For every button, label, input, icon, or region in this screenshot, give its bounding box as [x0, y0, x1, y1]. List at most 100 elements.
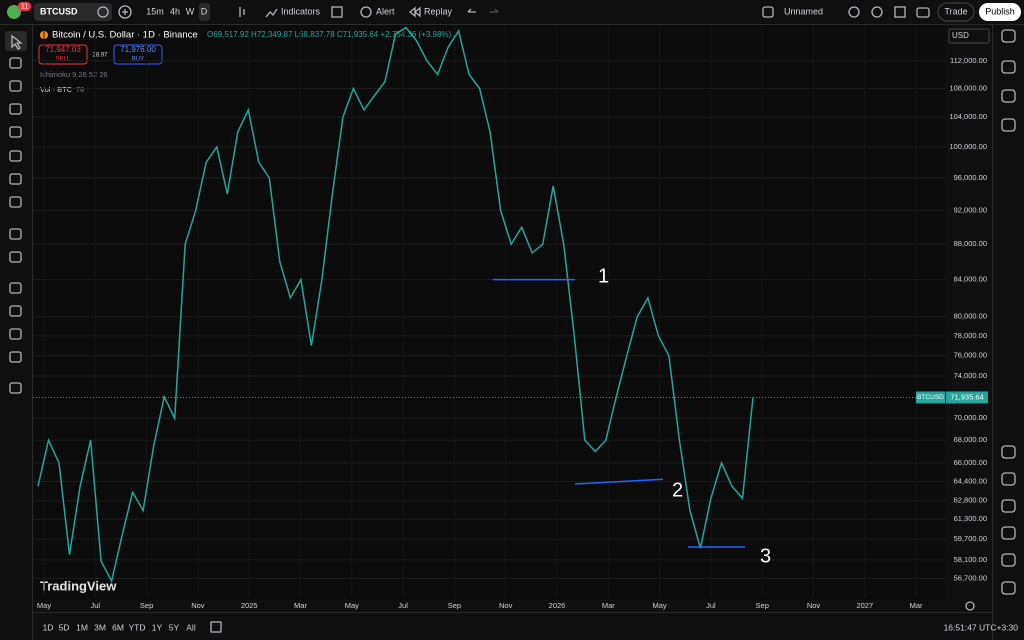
alert-icon[interactable]	[360, 6, 372, 18]
add-symbol[interactable]	[118, 5, 132, 19]
y-tick-label: 70,000.00	[954, 413, 987, 422]
sell-button[interactable]	[38, 44, 88, 65]
range-button[interactable]: 5Y	[169, 622, 180, 632]
volume-value: 76	[76, 85, 84, 94]
symbol-search[interactable]	[34, 3, 112, 21]
fullscreen-icon[interactable]	[894, 6, 906, 18]
range-button[interactable]: 3M	[94, 622, 106, 632]
sidebar-icon[interactable]	[1001, 526, 1016, 540]
x-tick-label: Nov	[191, 601, 205, 610]
chart-type-icon[interactable]	[239, 7, 245, 17]
settings-icon[interactable]	[871, 6, 883, 18]
tool-icon[interactable]	[9, 150, 22, 162]
x-tick-label: Jul	[91, 601, 101, 610]
clock: 16:51:47 UTC+3:30	[944, 622, 1019, 632]
indicators-button[interactable]: Indicators	[281, 6, 321, 16]
y-tick-label: 68,000.00	[954, 435, 987, 444]
tool-icon[interactable]	[9, 328, 22, 340]
x-tick-label: Mar	[294, 601, 307, 610]
search-icon[interactable]	[848, 6, 860, 18]
trade-button[interactable]	[937, 2, 975, 22]
x-tick-label: Jul	[706, 601, 716, 610]
tool-icon[interactable]	[9, 282, 22, 294]
trade-label: Trade	[944, 6, 967, 16]
interval-button[interactable]: D	[201, 6, 208, 16]
x-tick-label: Jul	[398, 601, 408, 610]
range-button[interactable]: 6M	[112, 622, 124, 632]
tool-icon[interactable]	[9, 351, 22, 363]
tool-icon[interactable]	[9, 103, 22, 115]
date-range-icon[interactable]	[210, 621, 222, 633]
interval-button[interactable]: 15m	[146, 6, 164, 16]
undo[interactable]	[467, 8, 476, 13]
sidebar-icon[interactable]	[1001, 118, 1016, 132]
sidebar-icon[interactable]	[1001, 445, 1016, 459]
replay-button[interactable]: Replay	[424, 6, 453, 16]
y-tick-label: 76,000.00	[954, 351, 987, 360]
tool-icon[interactable]	[9, 126, 22, 138]
sidebar-icon[interactable]	[1001, 89, 1016, 103]
interval-button[interactable]: W	[186, 6, 195, 16]
y-tick-label: 108,000.00	[949, 83, 987, 92]
range-button[interactable]: All	[186, 622, 196, 632]
indicators-icon[interactable]	[265, 8, 278, 18]
range-button[interactable]: 1D	[43, 622, 54, 632]
tool-icon[interactable]	[9, 173, 22, 185]
symbol-tag-label: BTCUSD	[917, 394, 944, 401]
range-button[interactable]: 1Y	[152, 622, 163, 632]
currency-select[interactable]	[948, 28, 990, 44]
x-tick-label: May	[37, 601, 51, 610]
tool-icon[interactable]	[9, 228, 22, 240]
x-tick-label: Nov	[499, 601, 513, 610]
y-tick-label: 92,000.00	[954, 205, 987, 214]
spread: 28.97	[92, 53, 108, 59]
sidebar-icon[interactable]	[1001, 499, 1016, 513]
compare-icon[interactable]	[97, 6, 109, 18]
sidebar-icon[interactable]	[1001, 29, 1016, 43]
tool-icon[interactable]	[9, 196, 22, 208]
cursor-icon	[11, 34, 23, 50]
redo[interactable]	[490, 8, 499, 13]
sidebar-icon[interactable]	[1001, 581, 1016, 595]
sell-price: 71,947.03	[45, 45, 81, 54]
replay-icon[interactable]	[408, 6, 421, 18]
range-button[interactable]: 1M	[76, 622, 88, 632]
alert-button[interactable]: Alert	[376, 6, 395, 16]
tool-icon[interactable]	[9, 57, 22, 69]
range-button[interactable]: 5D	[59, 622, 70, 632]
y-tick-label: 78,000.00	[954, 331, 987, 340]
volume-legend: Vol · BTC	[40, 85, 73, 94]
y-tick-label: 100,000.00	[949, 142, 987, 151]
sidebar-icon[interactable]	[1001, 60, 1016, 74]
sidebar-icon[interactable]	[1001, 553, 1016, 567]
sell-label: SELL	[56, 57, 71, 63]
save-checkbox[interactable]	[762, 6, 774, 18]
y-tick-label: 56,700.00	[954, 573, 987, 582]
tool-icon[interactable]	[9, 80, 22, 92]
symbol[interactable]: BTCUSD	[40, 6, 78, 16]
x-tick-label: Mar	[602, 601, 615, 610]
y-tick-label: 62,800.00	[954, 496, 987, 505]
x-tick-label: Mar	[910, 601, 923, 610]
publish-button[interactable]	[979, 3, 1021, 21]
tool-icon[interactable]	[9, 251, 22, 263]
tool-icon[interactable]	[9, 305, 22, 317]
layout-name[interactable]: Unnamed	[784, 6, 823, 16]
tool-icon[interactable]	[9, 382, 22, 394]
currency: USD	[952, 31, 969, 40]
sidebar-icon[interactable]	[1001, 472, 1016, 486]
y-tick-label: 112,000.00	[950, 56, 987, 65]
buy-button[interactable]	[113, 44, 163, 65]
interval-button[interactable]: 4h	[170, 6, 180, 16]
layout-icon[interactable]	[331, 6, 343, 18]
snapshot-icon[interactable]	[916, 7, 930, 18]
buy-label: BUY	[132, 57, 144, 63]
y-tick-label: 59,700.00	[954, 534, 987, 543]
cursor-tool-active[interactable]	[5, 31, 27, 51]
axis-settings[interactable]	[965, 601, 975, 611]
avatar[interactable]	[7, 5, 21, 19]
range-button[interactable]: YTD	[129, 622, 146, 632]
x-tick-label: Sep	[140, 601, 153, 610]
y-tick-label: 88,000.00	[954, 239, 987, 248]
y-tick-label: 104,000.00	[949, 112, 987, 121]
